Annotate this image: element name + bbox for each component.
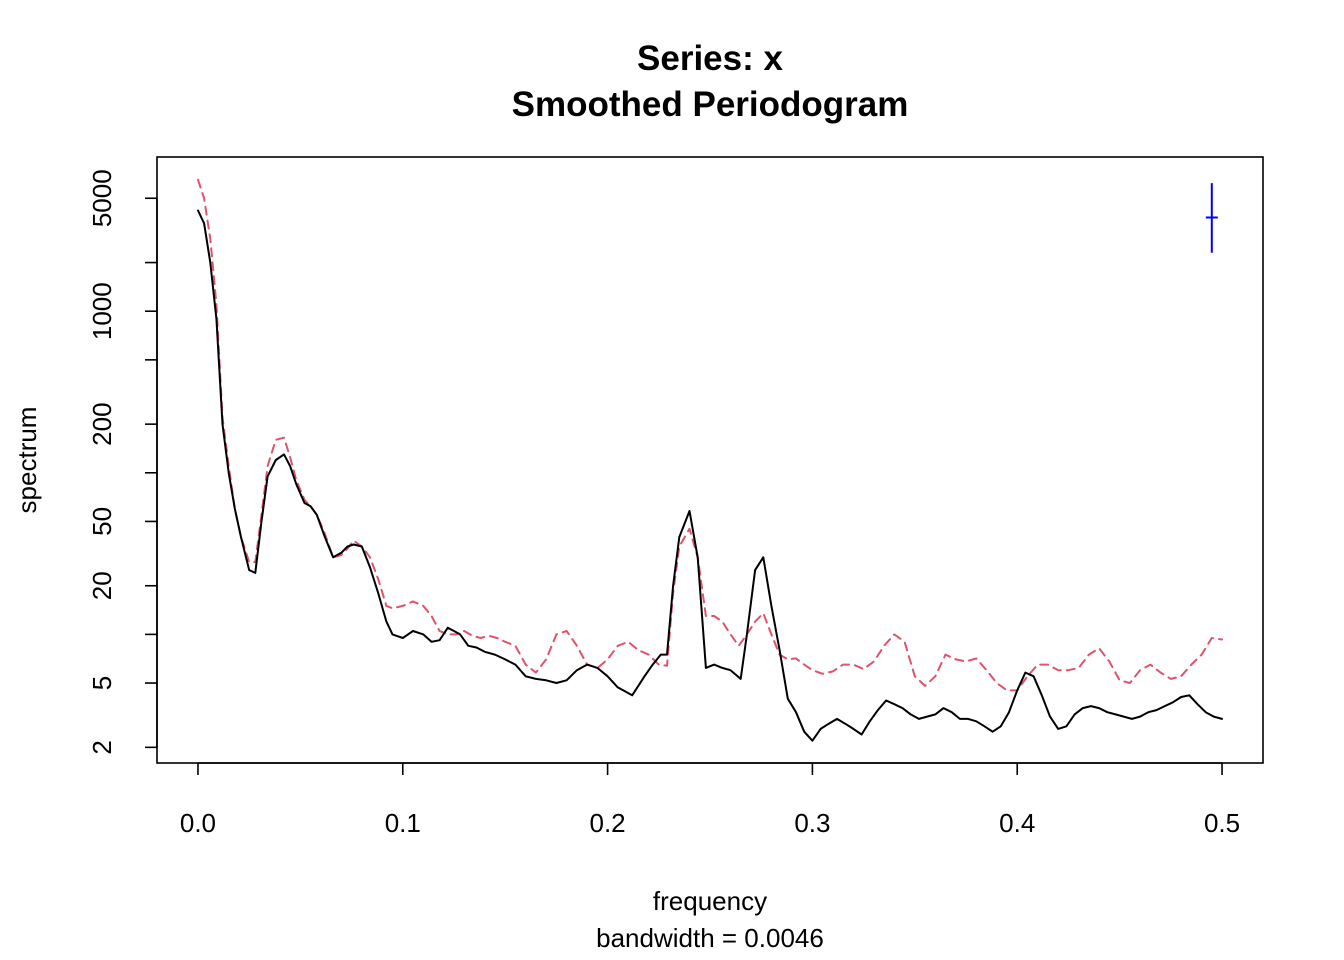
y-axis-label: spectrum <box>12 407 42 514</box>
y-tick-label: 5000 <box>87 169 117 227</box>
solid-series-line <box>197 209 1223 742</box>
x-tick-label: 0.5 <box>1204 808 1240 838</box>
y-tick-label: 200 <box>87 402 117 445</box>
y-tick-label: 2 <box>87 740 117 754</box>
y-tick-label: 50 <box>87 507 117 536</box>
x-tick-label: 0.2 <box>590 808 626 838</box>
x-axis-label: frequency <box>653 886 767 916</box>
x-tick-label: 0.3 <box>794 808 830 838</box>
series-layer <box>197 178 1223 742</box>
y-axis: 2 5 20 50 200 1000 5000 <box>87 169 158 755</box>
chart-title: Series: x <box>637 39 783 78</box>
x-axis: 0.0 0.1 0.2 0.3 0.4 0.5 <box>180 762 1240 838</box>
chart-subtitle: Smoothed Periodogram <box>512 85 909 124</box>
y-tick-label: 5 <box>87 676 117 690</box>
x-axis-sublabel: bandwidth = 0.0046 <box>596 923 824 953</box>
dashed-series-line <box>197 178 1223 692</box>
confidence-bar <box>1205 183 1218 253</box>
x-tick-label: 0.0 <box>180 808 216 838</box>
y-tick-label: 20 <box>87 571 117 600</box>
y-tick-label: 1000 <box>87 282 117 340</box>
x-tick-label: 0.1 <box>385 808 421 838</box>
plot-frame <box>156 156 1264 764</box>
x-tick-label: 0.4 <box>999 808 1035 838</box>
